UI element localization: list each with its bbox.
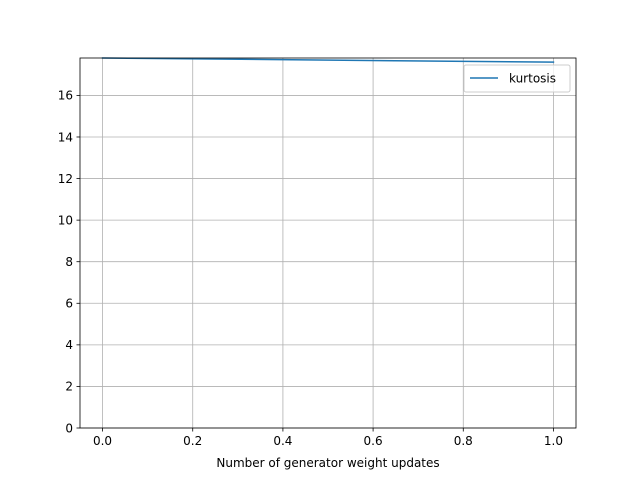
y-tick-label: 8 <box>65 255 73 269</box>
series-line-kurtosis <box>101 57 555 63</box>
x-axis-ticks: 0.0 0.2 0.4 0.6 0.8 1.0 <box>93 428 563 448</box>
plot-frame <box>79 57 577 429</box>
x-tick-label: 0.4 <box>273 434 292 448</box>
x-tick-label: 0.8 <box>454 434 473 448</box>
y-tick-label: 14 <box>58 130 73 144</box>
legend-box <box>463 64 571 93</box>
legend: kurtosis <box>463 64 571 93</box>
y-tick-label: 4 <box>65 338 73 352</box>
grid <box>80 58 576 429</box>
series-layer <box>101 57 555 63</box>
y-tick-label: 0 <box>65 421 73 435</box>
x-tick-label: 1.0 <box>544 434 563 448</box>
x-tick-label: 0.2 <box>183 434 202 448</box>
y-axis-ticks: 0 2 4 6 8 10 12 14 16 <box>58 89 80 435</box>
legend-label-kurtosis: kurtosis <box>509 72 556 86</box>
plot-area <box>80 58 576 428</box>
x-tick-label: 0.6 <box>364 434 383 448</box>
y-tick-label: 12 <box>58 172 73 186</box>
y-tick-label: 6 <box>65 297 73 311</box>
y-tick-label: 10 <box>58 213 73 227</box>
x-axis-label: Number of generator weight updates <box>216 456 439 470</box>
y-tick-label: 2 <box>65 380 73 394</box>
y-tick-label: 16 <box>58 89 73 103</box>
x-tick-label: 0.0 <box>93 434 112 448</box>
